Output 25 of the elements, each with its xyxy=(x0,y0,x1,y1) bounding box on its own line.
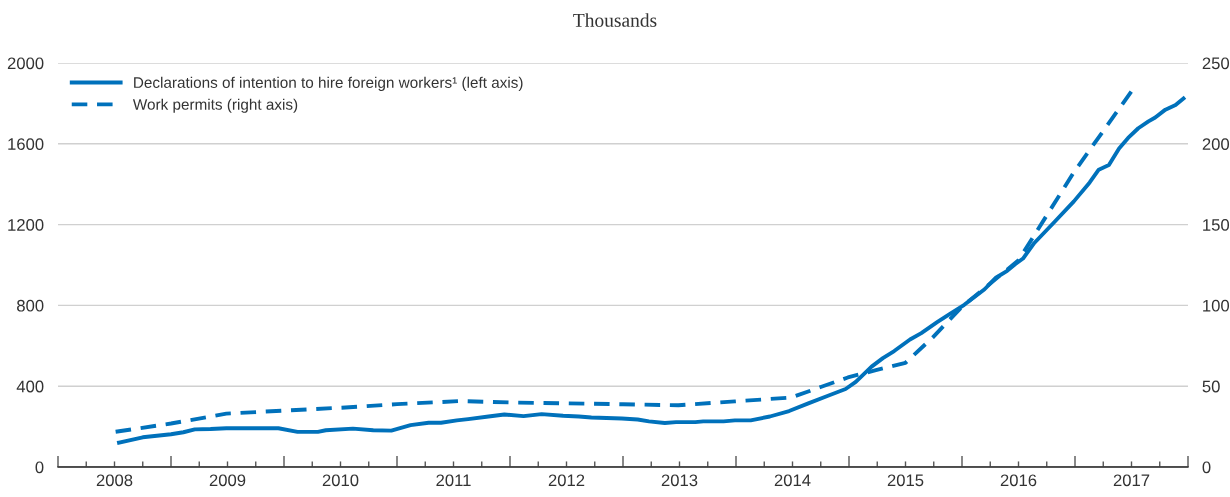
x-tick-label: 2017 xyxy=(1113,474,1150,487)
x-tick-label: 2016 xyxy=(1000,474,1037,487)
x-tick-label: 2010 xyxy=(322,474,359,487)
y2-tick-label: 50 xyxy=(1202,380,1220,393)
legend-label: Work permits (right axis) xyxy=(132,98,298,113)
x-tick-label: 2014 xyxy=(774,474,811,487)
y2-tick-label: 100 xyxy=(1203,299,1230,312)
x-tick-label: 2008 xyxy=(96,474,133,487)
x-tick-label: 2013 xyxy=(661,474,698,487)
x-tick-label: 2009 xyxy=(209,474,246,487)
y-tick-label: 1600 xyxy=(8,138,44,150)
y-tick-label: 1200 xyxy=(8,219,44,231)
x-tick-label: 2011 xyxy=(436,474,471,487)
x-tick-label: 2012 xyxy=(548,474,585,487)
y-tick-label: 800 xyxy=(17,299,44,312)
legend-label: Declarations of intention to hire foreign workers¹ (left axis) xyxy=(134,76,523,91)
chart-subtitle: Thousands xyxy=(573,13,657,27)
y2-tick-label: 150 xyxy=(1203,219,1230,231)
y-tick-label: 2000 xyxy=(7,57,44,70)
x-tick-label: 2015 xyxy=(887,474,924,487)
y2-tick-label: 0 xyxy=(1202,461,1211,474)
y2-tick-label: 200 xyxy=(1202,138,1230,150)
y-tick-label: 400 xyxy=(16,380,44,393)
y2-tick-label: 250 xyxy=(1202,57,1230,70)
y-tick-label: 0 xyxy=(35,461,44,474)
